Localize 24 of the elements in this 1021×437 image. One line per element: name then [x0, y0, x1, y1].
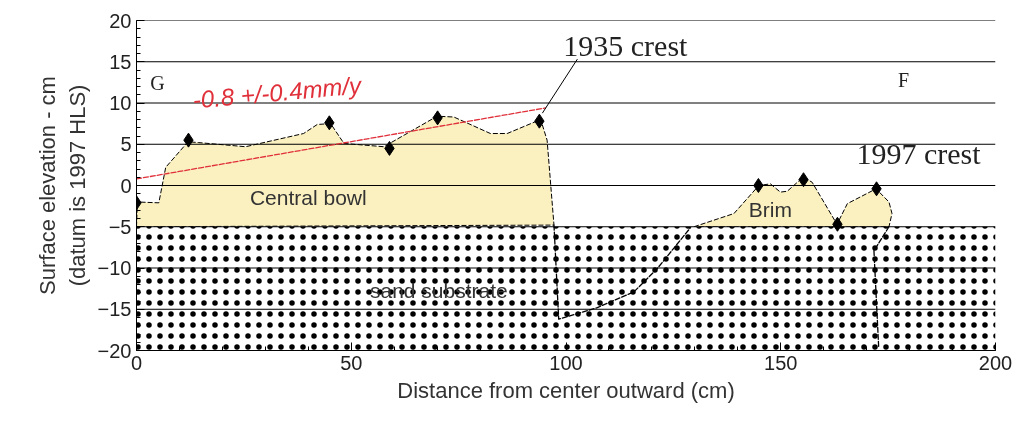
x-axis-title: Distance from center outward (cm): [397, 377, 735, 403]
annotation: 1935 crest: [563, 28, 689, 62]
x-tick-label: 100: [549, 351, 583, 374]
y-tick-label: 10: [109, 92, 132, 114]
annotation: G: [150, 71, 165, 94]
x-tick-label: 150: [764, 351, 798, 374]
annotation: Brim: [748, 198, 793, 222]
y-tick-label: −5: [108, 215, 132, 238]
y-tick-label: −15: [97, 298, 132, 321]
y-tick-label: −20: [97, 339, 132, 362]
point: [753, 178, 764, 193]
y-tick-label: 20: [109, 9, 132, 32]
y-tick-label: −10: [97, 257, 132, 279]
y-axis-title: Surface elevation - cm (datum is 1997 HLS): [34, 76, 90, 295]
y-tick-label: 0: [120, 174, 132, 197]
annotation: 1997 crest: [856, 137, 982, 171]
y-tick-label: 5: [120, 133, 132, 156]
annotation: F: [898, 68, 910, 91]
y-tick-label: 15: [109, 50, 132, 73]
annotation: -0.8 +/-0.4mm/y: [191, 71, 365, 114]
x-tick-label: 50: [340, 351, 363, 374]
annotation: Central bowl: [249, 185, 367, 209]
annotation: sand substrate: [369, 278, 508, 302]
x-tick-label: 200: [978, 351, 1013, 374]
